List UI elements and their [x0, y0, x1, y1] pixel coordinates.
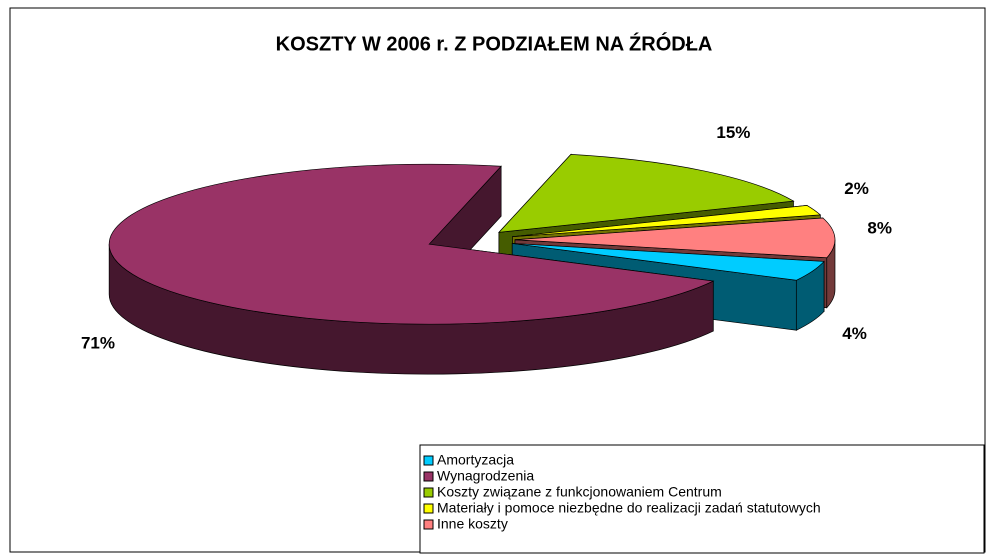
legend-marker — [423, 487, 434, 498]
data-label: 4% — [842, 324, 867, 343]
data-label: 71% — [81, 333, 115, 352]
data-label: 2% — [844, 179, 869, 198]
legend-marker — [423, 455, 434, 466]
data-label: 8% — [867, 218, 892, 237]
legend-marker — [423, 503, 434, 514]
slice — [512, 205, 822, 238]
legend-box — [419, 444, 985, 554]
data-label: 15% — [716, 123, 750, 142]
slice — [512, 243, 825, 281]
legend-label: Amortyzacja — [437, 452, 514, 468]
pie: 4% 71% 15% 2% 8% — [81, 123, 892, 375]
chart-title: KOSZTY W 2006 r. Z PODZIAŁEM NA ŹRÓDŁA — [276, 31, 713, 55]
slice — [514, 217, 836, 259]
legend-marker — [423, 471, 434, 482]
slice — [498, 154, 795, 233]
legend-label: Koszty związane z funkcjonowaniem Centru… — [437, 484, 722, 500]
legend-label: Inne koszty — [437, 516, 508, 532]
slice — [108, 163, 715, 325]
legend-label: Materiały i pomoce niezbędne do realizac… — [437, 500, 821, 516]
legend-marker — [423, 519, 434, 530]
legend-label: Wynagrodzenia — [437, 468, 534, 484]
